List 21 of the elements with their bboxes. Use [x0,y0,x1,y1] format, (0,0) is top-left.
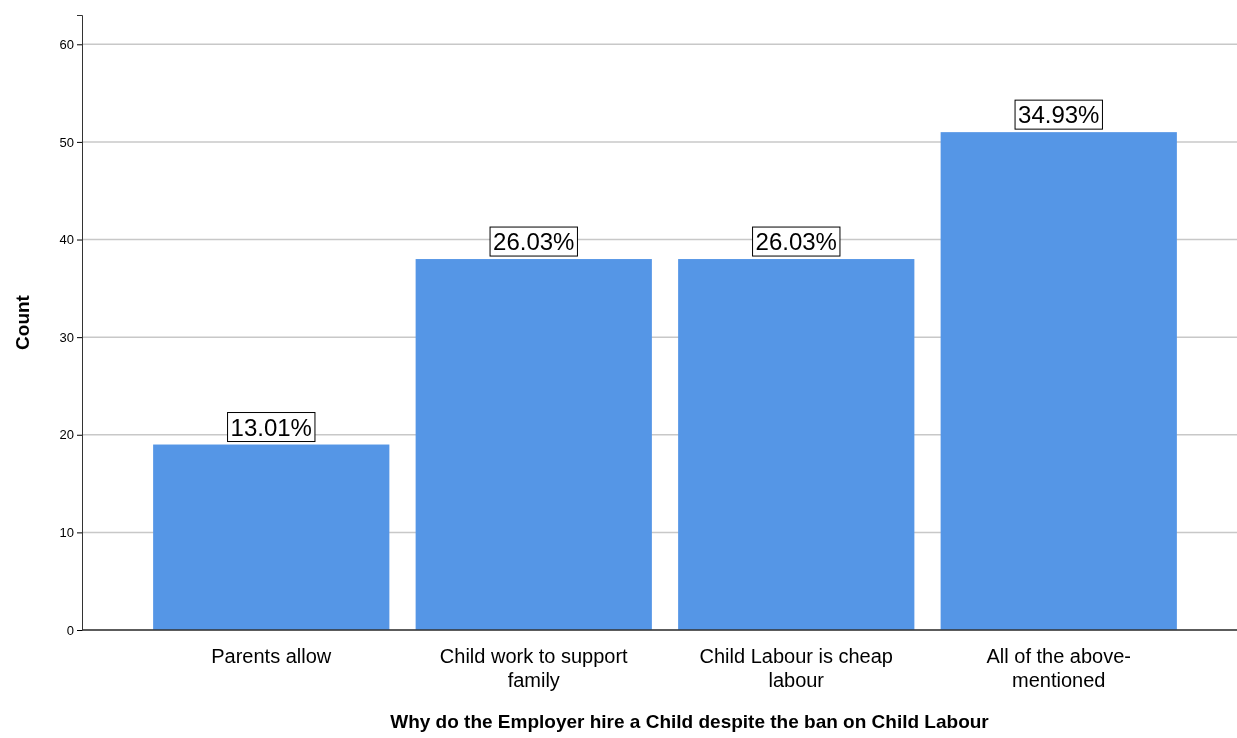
annotation: 34.93% [1018,101,1100,129]
y-tick-label: 10 [59,525,74,541]
y-tick-label: 40 [59,232,74,248]
y-tick-label: 20 [59,427,74,443]
x-axis-title: Why do the Employer hire a Child despite the ban on Child Labour [390,711,990,732]
bar [153,444,390,630]
y-tick-label: 60 [59,36,74,52]
x-tick-label: All of the above-mentioned [986,645,1132,691]
annotation: 26.03% [493,228,575,256]
y-tick-label: 0 [66,622,74,638]
y-tick-label: 30 [59,329,74,345]
bar [415,259,652,630]
x-tick-label: Child work to support family [439,645,629,691]
y-axis-title: Count [12,294,33,350]
annotation: 26.03% [755,228,837,256]
y-tick-label: 50 [59,134,74,150]
x-tick-label: Child Labour is cheap labour [699,645,893,691]
annotation: 13.01% [230,413,312,441]
x-tick-label: Parents allow [211,645,332,667]
bar [940,132,1177,630]
bar [678,259,915,630]
